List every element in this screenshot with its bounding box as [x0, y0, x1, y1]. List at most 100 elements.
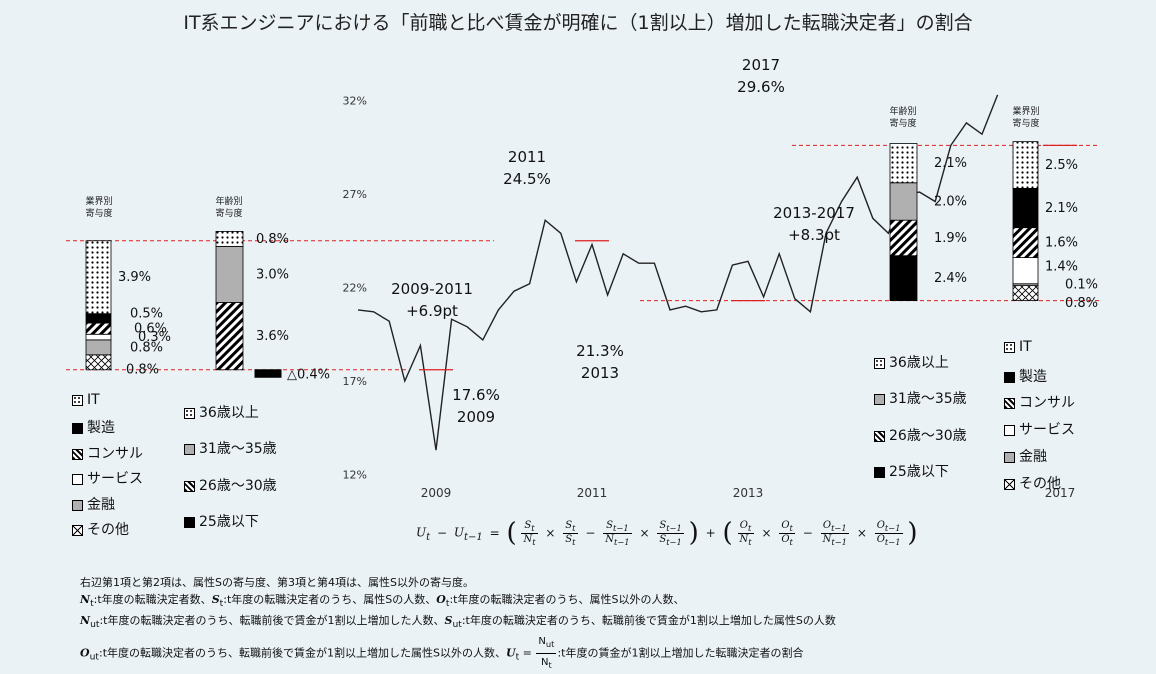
stack-label: 3.9%: [118, 270, 151, 285]
swatch-finance: [72, 499, 83, 511]
legend-label: 26歳～30歳: [889, 428, 967, 444]
paren: ): [688, 518, 699, 548]
stack-label: 0.6%: [134, 322, 167, 337]
formula-op: ×: [639, 525, 650, 540]
stack-label: 0.8%: [256, 232, 289, 247]
stack-segment-other: [1012, 285, 1039, 301]
formula-symbol: S: [524, 519, 532, 531]
swatch-it: [72, 394, 83, 406]
stack-label: 0.1%: [1065, 278, 1098, 293]
legend-label: その他: [87, 522, 129, 538]
frac-o-n: Ot Nt: [737, 520, 754, 547]
note-symbol: U: [506, 646, 516, 660]
y-tick-label: 27%: [343, 188, 367, 201]
swatch-age-31-35: [874, 393, 885, 405]
stack-title: 年齢別: [889, 105, 916, 117]
annotation-d0911: 2009-2011: [391, 280, 473, 298]
footnotes: 右辺第1項と第2項は、属性Sの寄与度、第3項と第4項は、属性S以外の寄与度。 N…: [80, 574, 836, 674]
note-symbol: O: [80, 646, 90, 660]
stack-label: 2.5%: [1045, 158, 1078, 173]
legend-item-consulting-right: コンサル: [1004, 392, 1075, 412]
legend-label: 25歳以下: [199, 514, 259, 530]
swatch-it: [1004, 341, 1015, 353]
formula-op: +: [705, 525, 716, 540]
swatch-age-36plus: [184, 407, 195, 419]
formula-sub: t−1: [613, 522, 629, 533]
chart-canvas: 12% 17% 22% 27% 32% 2009 2011 2013 2017 17.6% 200…: [66, 56, 1100, 500]
x-tick-label: 2011: [577, 486, 608, 500]
stack-label: 2.1%: [934, 156, 967, 171]
annotation-a2017: 29.6%: [737, 78, 785, 96]
stack-segment-a2630: [215, 302, 244, 371]
legend-label: サービス: [1019, 422, 1075, 438]
formula-sub: t−1: [666, 536, 682, 547]
legend-item-age-under25: 25歳以下: [184, 511, 259, 531]
annotation-d1317: +8.3pt: [788, 226, 840, 244]
formula-symbol: S: [659, 519, 667, 531]
stack-title: 寄与度: [1012, 117, 1039, 129]
legend-item-age-31-35: 31歳～35歳: [184, 438, 277, 458]
formula-op: −: [585, 525, 596, 540]
swatch-consulting: [1004, 397, 1015, 409]
stack-label: 1.4%: [1045, 260, 1078, 275]
formula-op: −: [436, 525, 448, 540]
legend-item-manufacturing: 製造: [72, 417, 115, 437]
formula-symbol: S: [659, 533, 667, 545]
stack-segment-service: [1012, 257, 1039, 285]
legend-label: 製造: [87, 420, 115, 436]
formula-sub: t: [532, 536, 536, 547]
stack-title: 寄与度: [889, 117, 916, 129]
paren: ): [907, 518, 918, 548]
y-tick-label: 32%: [343, 95, 367, 108]
stack-segment-a25: [889, 255, 918, 301]
stack-title: 年齢別: [215, 195, 242, 207]
formula-symbol: N: [523, 533, 533, 545]
formula-sub: t: [789, 522, 793, 533]
stack-label: 0.8%: [130, 340, 163, 355]
note-line-2: Nt:t年度の転職決定者数、St:t年度の転職決定者のうち、属性Sの人数、Ot:…: [80, 593, 685, 610]
frac-ou-o: Ot Ot: [779, 520, 795, 547]
legend-item-it-right: IT: [1004, 339, 1032, 355]
legend-label: 36歳以上: [889, 355, 949, 371]
legend-item-age-31-35-right: 31歳～35歳: [874, 388, 967, 408]
note-symbol: O: [436, 593, 446, 606]
stack-label: 1.6%: [1045, 236, 1078, 251]
formula-symbol: O: [876, 519, 885, 531]
legend-item-other: その他: [72, 519, 129, 539]
formula-op: ×: [545, 525, 556, 540]
legend-item-service-right: サービス: [1004, 419, 1075, 439]
stack-label: 1.9%: [934, 231, 967, 246]
formula-op: ×: [856, 525, 867, 540]
formula-symbol: N: [605, 533, 614, 545]
formula-sub: t: [572, 522, 576, 533]
formula-sub: t−1: [884, 522, 901, 533]
stack-segment-other: [85, 354, 112, 371]
stack-segment-a36: [889, 143, 918, 184]
note-text: :t年度の転職決定者のうち、転職前後で賃金が1割以上増加した人数、: [99, 614, 445, 628]
formula-op: ×: [761, 525, 772, 540]
formula-op: −: [802, 525, 813, 540]
legend-item-age-26-30-right: 26歳～30歳: [874, 425, 967, 445]
annotation-a2013: 2013: [581, 364, 619, 382]
swatch-service: [1004, 424, 1015, 436]
legend-item-age-26-30: 26歳～30歳: [184, 475, 277, 495]
legend-item-age-36plus: 36歳以上: [184, 402, 259, 422]
formula-sub: t: [748, 536, 752, 547]
formula-symbol: O: [781, 519, 790, 531]
stack-segment-consult: [1012, 227, 1039, 258]
frac-su-s: St St: [563, 520, 578, 547]
formula-symbol: N: [739, 533, 749, 545]
legend-item-consulting: コンサル: [72, 443, 143, 463]
stack-segment-it: [85, 240, 112, 315]
decomposition-formula: Ut − Ut−1 = ( St Nt × St St − St−1 Nt−1 × S…: [416, 518, 918, 548]
stack-label: 2.1%: [1045, 201, 1078, 216]
chart-title: IT系エンジニアにおける「前職と比べ賃金が明確に（1割以上）増加した転職決定者」…: [183, 12, 973, 34]
swatch-other: [1004, 478, 1015, 490]
formula-sub: t: [572, 536, 576, 547]
note-text: :t年度の転職決定者のうち、属性S以外の人数、: [449, 593, 685, 606]
note-text: :t年度の転職決定者のうち、属性Sの人数、: [223, 593, 437, 606]
note-symbol: S: [444, 614, 453, 628]
legend-label: IT: [87, 392, 100, 408]
annotation-a2017: 2017: [742, 56, 780, 74]
stack-segment-a3135: [889, 182, 918, 221]
